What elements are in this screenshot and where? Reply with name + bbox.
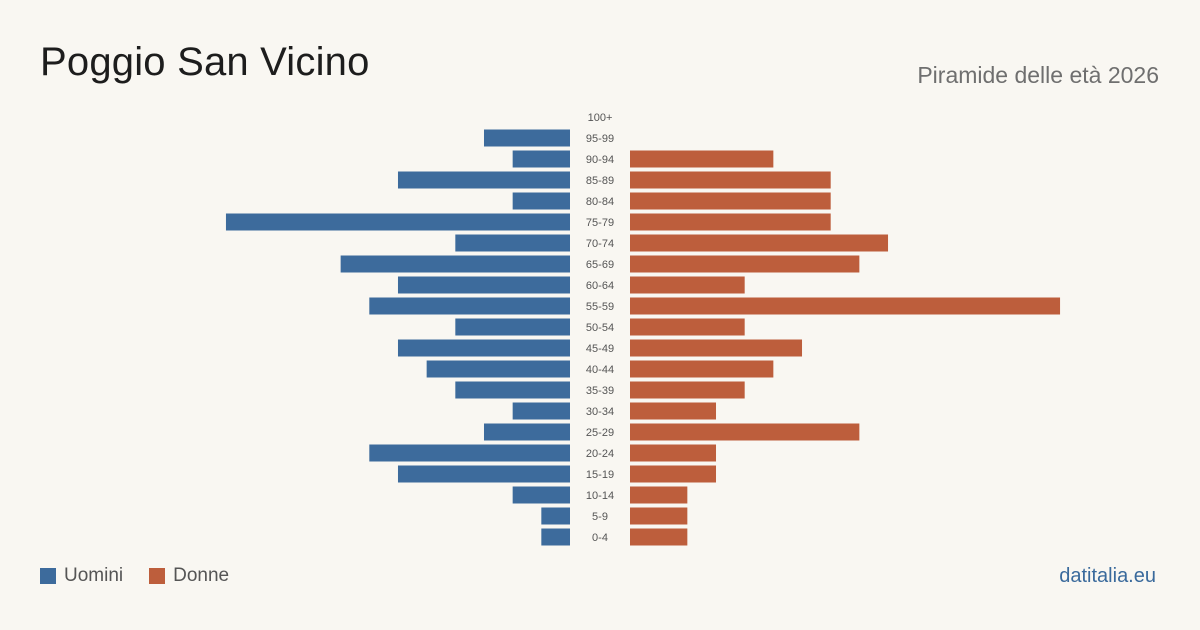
bar-men-85-89 [397,171,570,189]
legend-label-women: Donne [173,565,230,586]
age-label-20-24: 20-24 [586,448,614,460]
bar-men-70-74 [455,234,570,252]
legend-item-women: Donne [149,565,229,587]
age-label-95-99: 95-99 [586,133,614,145]
age-label-85-89: 85-89 [586,175,614,187]
bar-men-40-44 [426,360,570,378]
age-label-5-9: 5-9 [592,511,608,523]
page-title: Poggio San Vicino [40,40,370,84]
bar-women-45-49 [630,339,803,357]
bar-men-35-39 [455,381,570,399]
bar-men-75-79 [225,213,570,231]
legend: Uomini Donne [40,565,229,587]
bar-women-85-89 [630,171,831,189]
chart-subtitle: Piramide delle età 2026 [917,62,1159,88]
age-label-100plus: 100+ [588,112,613,124]
bar-men-65-69 [340,255,570,273]
bar-men-90-94 [512,150,570,168]
bar-women-15-19 [630,465,717,483]
age-label-30-34: 30-34 [586,406,614,418]
age-label-70-74: 70-74 [586,238,614,250]
bar-men-80-84 [512,192,570,210]
bar-women-0-4 [630,528,688,546]
bar-men-45-49 [397,339,570,357]
bar-women-10-14 [630,486,688,504]
bar-women-65-69 [630,255,860,273]
age-label-55-59: 55-59 [586,301,614,313]
bar-women-75-79 [630,213,831,231]
bar-women-55-59 [630,297,1061,315]
bar-women-50-54 [630,318,745,336]
bar-men-50-54 [455,318,570,336]
bar-women-70-74 [630,234,889,252]
age-label-90-94: 90-94 [586,154,614,166]
age-label-25-29: 25-29 [586,427,614,439]
bar-women-30-34 [630,402,717,420]
age-label-60-64: 60-64 [586,280,614,292]
bar-men-20-24 [369,444,570,462]
bar-women-40-44 [630,360,774,378]
age-label-0-4: 0-4 [592,532,608,544]
bar-women-60-64 [630,276,745,294]
bar-women-80-84 [630,192,831,210]
bar-women-90-94 [630,150,774,168]
legend-item-men: Uomini [40,565,123,587]
legend-swatch-women [149,568,166,584]
bar-men-15-19 [397,465,570,483]
age-label-35-39: 35-39 [586,385,614,397]
bar-men-55-59 [369,297,570,315]
bar-women-25-29 [630,423,860,441]
bar-women-20-24 [630,444,717,462]
age-label-65-69: 65-69 [586,259,614,271]
age-label-15-19: 15-19 [586,469,614,481]
bar-women-35-39 [630,381,745,399]
bar-women-5-9 [630,507,688,525]
bar-men-0-4 [541,528,570,546]
bar-men-60-64 [397,276,570,294]
bar-men-25-29 [483,423,570,441]
legend-swatch-men [40,568,56,584]
age-label-40-44: 40-44 [586,364,614,376]
age-label-45-49: 45-49 [586,343,614,355]
bar-men-5-9 [541,507,570,525]
age-label-50-54: 50-54 [586,322,614,334]
source-link[interactable]: datitalia.eu [1059,565,1156,587]
age-label-80-84: 80-84 [586,196,614,208]
age-label-75-79: 75-79 [586,217,614,229]
bar-men-30-34 [512,402,570,420]
legend-label-men: Uomini [64,565,124,586]
bar-men-95-99 [483,129,570,147]
age-label-10-14: 10-14 [586,490,614,502]
bar-men-10-14 [512,486,570,504]
